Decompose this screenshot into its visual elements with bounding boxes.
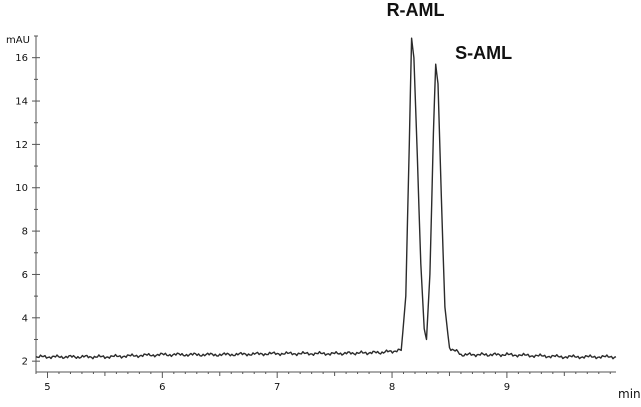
y-tick-label: 16 bbox=[15, 53, 28, 64]
y-tick-label: 12 bbox=[15, 140, 28, 151]
y-tick-label: 2 bbox=[22, 357, 28, 368]
y-axis-unit-label: mAU bbox=[6, 35, 30, 46]
y-tick-label: 6 bbox=[22, 270, 28, 281]
x-tick-label: 5 bbox=[44, 382, 50, 393]
series-layer bbox=[35, 37, 617, 360]
x-tick-label: 9 bbox=[504, 382, 510, 393]
y-tick-label: 8 bbox=[22, 227, 28, 238]
axes bbox=[35, 36, 616, 373]
y-tick-label: 4 bbox=[22, 313, 28, 324]
peak-annotations: R-AML S-AML bbox=[387, 0, 513, 63]
peak-label: S-AML bbox=[455, 43, 512, 63]
x-tick-label: 7 bbox=[274, 382, 280, 393]
x-tick-label: 6 bbox=[159, 382, 165, 393]
x-axis-unit-label: min bbox=[618, 387, 641, 401]
y-tick-label: 14 bbox=[15, 97, 28, 108]
y-axis-ticks: 2 4 6 8 10 12 14 16 bbox=[15, 35, 40, 368]
y-tick-label: 10 bbox=[15, 183, 28, 194]
peak-label: R-AML bbox=[387, 0, 445, 20]
x-tick-label: 8 bbox=[389, 382, 395, 393]
x-axis-ticks: 5 6 7 8 9 bbox=[35, 372, 611, 393]
chromatogram-trace bbox=[35, 37, 617, 360]
